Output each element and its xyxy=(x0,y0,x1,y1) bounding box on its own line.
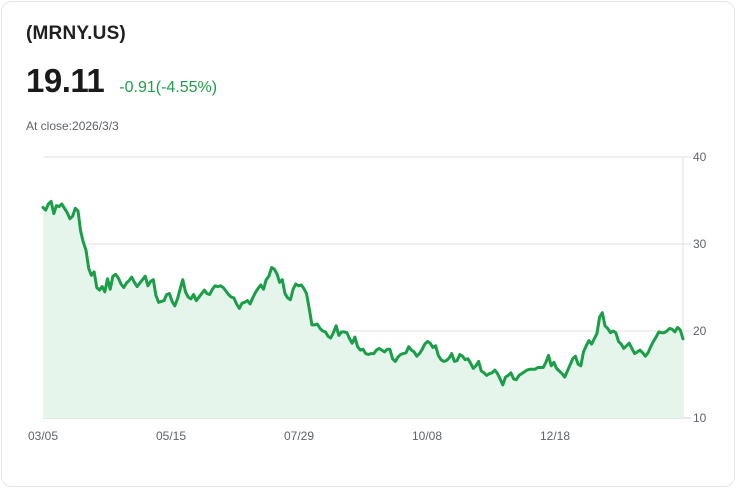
y-tick-label: 40 xyxy=(693,150,707,164)
price-area-fill xyxy=(43,201,683,418)
y-axis: 10 20 30 40 xyxy=(693,150,707,425)
current-price: 19.11 xyxy=(26,62,105,99)
x-tick-label: 12/18 xyxy=(540,429,570,443)
x-tick-label: 05/15 xyxy=(156,429,186,443)
y-tick-label: 10 xyxy=(693,411,707,425)
price-line xyxy=(41,199,685,387)
ticker-symbol: (MRNY.US) xyxy=(26,23,126,44)
close-date-label: At close:2026/3/3 xyxy=(26,119,119,133)
price-row: 19.11 -0.91(-4.55%) xyxy=(26,62,217,100)
x-tick-label: 10/08 xyxy=(412,429,442,443)
y-tick-label: 20 xyxy=(693,324,707,338)
price-change: -0.91(-4.55%) xyxy=(119,79,218,96)
y-tick-label: 30 xyxy=(693,237,707,251)
x-axis: 03/05 05/15 07/29 10/08 12/18 xyxy=(28,429,570,443)
x-tick-label: 07/29 xyxy=(284,429,314,443)
x-tick-label: 03/05 xyxy=(28,429,58,443)
